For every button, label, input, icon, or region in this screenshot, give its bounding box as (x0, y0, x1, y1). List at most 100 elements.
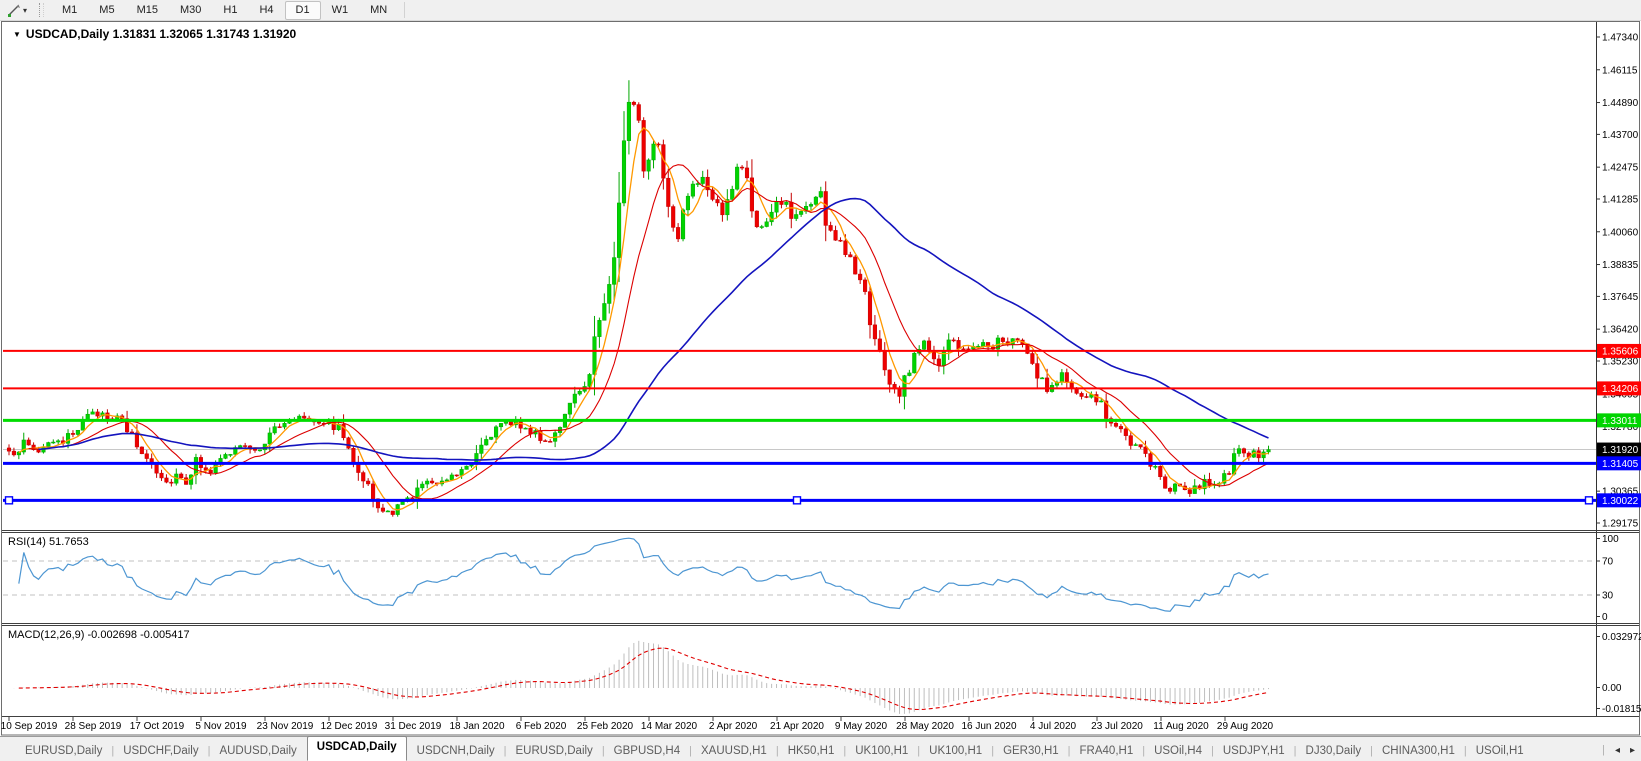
date-label: 25 Feb 2020 (577, 721, 634, 732)
date-label: 9 May 2020 (835, 721, 888, 732)
rsi-label: RSI(14) 51.7653 (8, 536, 89, 548)
date-label: 28 Sep 2019 (65, 721, 122, 732)
timeframe-button-m1[interactable]: M1 (62, 3, 78, 16)
timeframe-button-h4[interactable]: H4 (259, 3, 274, 16)
date-label: 4 Jul 2020 (1030, 721, 1077, 732)
price-badge (1597, 456, 1641, 471)
rsi-line (18, 537, 1269, 612)
tabs-scroll-controls: | ◂ ▸ (1602, 743, 1635, 757)
tab-china300-h1[interactable]: CHINA300,H1 (1382, 745, 1455, 757)
timeframe-button-m15[interactable]: M15 (136, 3, 158, 16)
line-draw-tool-button[interactable]: ▾ (0, 1, 35, 19)
tab-audusd-daily[interactable]: AUDUSD,Daily (219, 745, 297, 757)
tab-gbpusd-h4[interactable]: GBPUSD,H4 (613, 745, 681, 757)
tab-usoil-h1[interactable]: USOil,H1 (1475, 745, 1524, 757)
price-badge-label: 1.33011 (1602, 416, 1638, 427)
price-tick-label: 1.38835 (1602, 260, 1639, 271)
chart-title: ▼ USDCAD,Daily 1.31831 1.32065 1.31743 1.… (13, 27, 296, 41)
tab-usdchf-daily[interactable]: USDCHF,Daily (123, 745, 199, 757)
chevron-down-icon[interactable]: ▾ (23, 5, 28, 15)
tabs-scroll-left-icon[interactable]: ◂ (1614, 744, 1620, 756)
rsi-tick-label: 70 (1602, 557, 1614, 568)
tabs-separator: | (775, 745, 779, 757)
tab-uk100-h1[interactable]: UK100,H1 (855, 745, 909, 757)
price-badge (1597, 343, 1641, 358)
chart-symbol-period: USDCAD,Daily (25, 27, 110, 41)
price-tick-label: 1.46115 (1602, 65, 1638, 76)
tabs-separator: | (601, 745, 605, 757)
price-axis[interactable]: 1.47340 1.46115 1.44890 1.43700 1.42475 1.412… (1596, 33, 1641, 716)
date-label: 18 Jan 2020 (449, 721, 504, 732)
date-label: 12 Dec 2019 (321, 721, 378, 732)
macd-tick-label: 0.00 (1602, 683, 1622, 694)
rsi-name: RSI(14) (8, 536, 46, 548)
rsi-panel (3, 537, 1596, 612)
tabs-scroll-right-icon[interactable]: ▸ (1629, 744, 1635, 756)
date-label: 23 Nov 2019 (257, 721, 314, 732)
tab-ger30-h1[interactable]: GER30,H1 (1003, 745, 1059, 757)
macd-tick-label: -0.018154 (1602, 704, 1641, 715)
tabs-separator: | (503, 745, 507, 757)
tab-fra40-h1[interactable]: FRA40,H1 (1079, 745, 1134, 757)
tab-eurusd-daily[interactable]: EURUSD,Daily (515, 745, 593, 757)
timeframe-button-m30[interactable]: M30 (179, 3, 202, 16)
price-tick-label: 1.43700 (1602, 130, 1639, 141)
tab-usdjpy-h1[interactable]: USDJPY,H1 (1222, 745, 1285, 757)
tabs-separator: | (991, 745, 995, 757)
price-badge-label: 1.35606 (1602, 346, 1639, 357)
tab-xauusd-h1[interactable]: XAUUSD,H1 (701, 745, 767, 757)
tab-usdcad-daily[interactable]: USDCAD,Daily (306, 736, 407, 761)
time-axis[interactable]: 10 Sep 2019 28 Sep 2019 17 Oct 2019 5 Nov 2… (1, 717, 1274, 732)
toolbar-separator (404, 2, 406, 18)
price-badge (1597, 493, 1641, 508)
macd-label: MACD(12,26,9) -0.002698 -0.005417 (8, 629, 190, 641)
rsi-tick-label: 100 (1602, 534, 1619, 545)
date-label: 10 Sep 2019 (1, 721, 58, 732)
price-tick-label: 1.36420 (1602, 325, 1639, 336)
tab-dj30-daily[interactable]: DJ30,Daily (1305, 745, 1362, 757)
rsi-tick-label: 30 (1602, 591, 1614, 602)
timeframe-button-mn[interactable]: MN (370, 3, 388, 16)
tab-hk50-h1[interactable]: HK50,H1 (787, 745, 835, 757)
date-label: 2 Apr 2020 (709, 721, 758, 732)
price-tick-label: 1.42475 (1602, 163, 1639, 174)
tab-uk100-h1[interactable]: UK100,H1 (929, 745, 983, 757)
date-label: 31 Dec 2019 (385, 721, 442, 732)
timeframe-button-w1[interactable]: W1 (331, 3, 349, 16)
chart-window-frame (1, 21, 1640, 736)
ohlc-high: 1.32065 (159, 27, 203, 41)
tab-eurusd-daily[interactable]: EURUSD,Daily (25, 745, 103, 757)
date-label: 29 Aug 2020 (1217, 721, 1274, 732)
timeframe-button-m5[interactable]: M5 (99, 3, 115, 16)
tab-usdcnh-daily[interactable]: USDCNH,Daily (416, 745, 495, 757)
tabs-separator: | (1602, 744, 1605, 756)
price-badge-label: 1.31405 (1602, 459, 1639, 470)
price-tick-label: 1.32780 (1602, 422, 1639, 433)
line-handle[interactable] (792, 496, 802, 505)
price-tick-label: 1.29175 (1602, 518, 1639, 529)
date-label: 6 Feb 2020 (516, 721, 567, 732)
price-badge (1597, 413, 1641, 428)
chart-collapse-icon[interactable]: ▼ (13, 30, 21, 39)
tabs-separator: | (1370, 745, 1373, 757)
macd-panel (13, 640, 1270, 714)
price-badge-label: 1.30022 (1602, 496, 1639, 507)
price-badge (1597, 381, 1641, 396)
line-draw-icon (8, 4, 20, 17)
tabs-separator: | (111, 745, 115, 757)
price-tick-label: 1.40060 (1602, 227, 1639, 238)
ohlc-close: 1.31920 (252, 27, 297, 41)
tab-usoil-h4[interactable]: USOil,H4 (1154, 745, 1203, 757)
price-tick-label: 1.30365 (1602, 487, 1639, 498)
timeframe-button-d1[interactable]: D1 (284, 0, 321, 20)
toolbar-grip[interactable] (39, 3, 45, 17)
line-handle[interactable] (1584, 496, 1594, 505)
timeframe-button-h1[interactable]: H1 (223, 3, 238, 16)
tabs-separator: | (207, 745, 211, 757)
ohlc-open: 1.31831 (112, 27, 157, 41)
chart-tabs: EURUSD,Daily | USDCHF,Daily | AUDUSD,Daily US… (16, 736, 1533, 761)
line-handle[interactable] (4, 496, 14, 505)
tabs-separator: | (1211, 745, 1214, 757)
